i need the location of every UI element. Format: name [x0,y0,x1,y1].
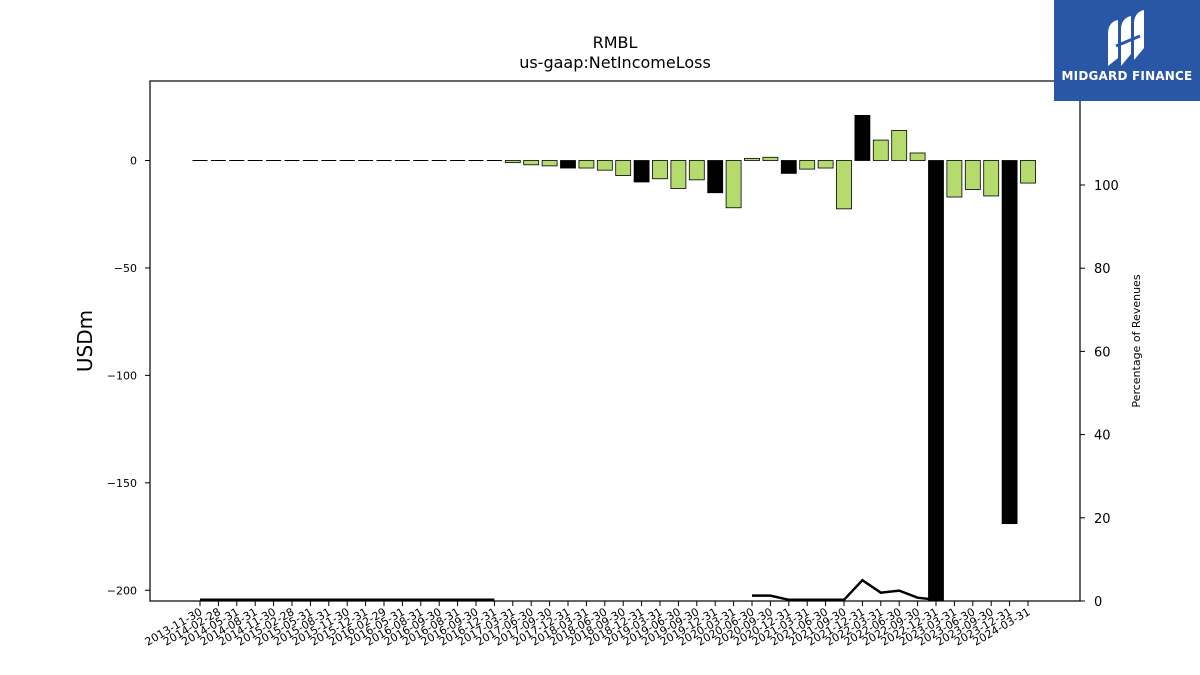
bar-2021-06-30 [817,160,834,169]
bar-2017-03-31 [504,160,521,164]
bar-2018-12-31 [633,160,650,183]
bar-2021-03-31 [799,160,816,170]
plot-frame [149,80,1081,602]
bar-2020-12-31 [780,160,797,174]
bar-2024-03-31 [1020,160,1036,184]
y2-tick-label: 0 [1094,595,1102,610]
y2-tick-label: 80 [1094,262,1111,277]
y-axis-right: 0 20 40 60 80 100 [1080,179,1119,610]
y2-tick-label: 40 [1094,429,1111,444]
y2-tick-label: 60 [1094,345,1111,360]
midgard-finance-logo: MIDGARD FINANCE [1054,0,1200,101]
bar-2023-12-31 [1001,160,1018,525]
bar-2017-06-30 [523,160,540,166]
chart-subtitle: us-gaap:NetIncomeLoss [519,53,711,72]
bar-2022-06-30 [891,130,908,161]
y-axis-left: 0 −50 −100 −150 −200 [107,155,150,597]
bar-2019-03-31 [652,160,668,180]
y2-tick-label: 20 [1094,512,1111,527]
bar-2023-03-31 [946,160,963,198]
bar-2018-03-31 [578,160,595,169]
y-axis-label: USDm [73,310,97,372]
bar-2020-06-30 [744,157,760,161]
bar-2022-03-31 [872,139,889,161]
bar-2020-09-30 [762,156,779,161]
y-tick-label: −200 [107,584,137,597]
y-tick-label: −50 [114,262,137,275]
bar-2023-06-30 [964,160,981,190]
bar-2018-06-30 [596,160,613,171]
bar-2019-12-31 [707,160,724,194]
x-axis: 2013-11-302014-02-282014-05-312014-08-31… [143,601,1033,649]
y2-axis-label: Percentage of Revenues [1130,274,1143,407]
y-tick-label: 0 [130,155,137,168]
bar-2017-09-30 [541,160,558,167]
midgard-logo-icon [1108,10,1144,66]
y2-tick-label: 100 [1094,179,1119,194]
bar-2021-12-31 [854,114,871,161]
y-tick-label: −150 [107,477,137,490]
chart-title: RMBL [593,33,638,52]
bar-2022-09-30 [909,152,926,161]
bar-2017-12-31 [560,160,576,169]
bar-2022-12-31 [928,160,944,602]
bar-2019-09-30 [688,160,705,181]
percentage-line [752,578,937,602]
logo-text: MIDGARD FINANCE [1061,69,1193,83]
bar-2023-09-30 [983,160,1000,197]
bar-2020-03-31 [725,160,742,209]
plot-area [192,114,1036,602]
bar-2018-09-30 [615,160,632,176]
bar-2021-09-30 [836,160,852,210]
y-tick-label: −100 [107,369,137,382]
bar-2019-06-30 [670,160,687,189]
